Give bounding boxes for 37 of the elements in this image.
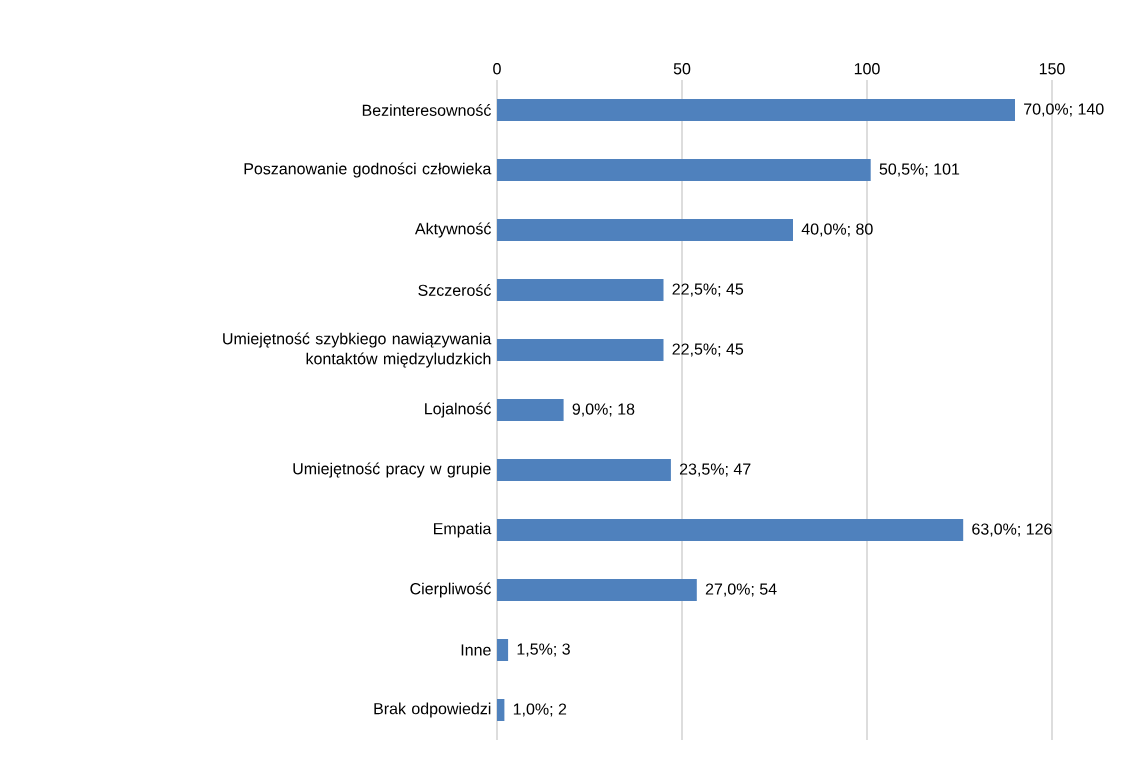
x-tick-label: 50 — [673, 63, 691, 75]
y-tick-label: Inne — [461, 644, 491, 656]
y-tick-label: Bezinteresowność — [362, 104, 491, 116]
data-label: 63,0%; 126 — [972, 523, 1052, 537]
bar — [497, 459, 671, 482]
data-label: 9,0%; 18 — [572, 403, 635, 417]
data-label: 70,0%; 140 — [1024, 103, 1104, 117]
y-tick-label: Szczerość — [418, 284, 491, 296]
bar — [497, 399, 564, 422]
y-tick-label: Empatia — [434, 522, 492, 538]
data-label: 22,5%; 45 — [672, 343, 744, 357]
bar — [497, 339, 664, 362]
bar — [497, 159, 871, 181]
bar — [497, 279, 664, 302]
bar — [497, 699, 505, 722]
data-label: 27,0%; 54 — [705, 583, 777, 597]
data-label: 23,5%; 47 — [679, 463, 751, 477]
bar — [497, 219, 793, 242]
y-tick-label: Lojalność — [425, 402, 491, 418]
bar — [497, 99, 1015, 121]
y-tick-label: Brak odpowiedzi — [374, 702, 491, 718]
data-label: 1,5%; 3 — [517, 643, 570, 657]
bar — [497, 639, 509, 662]
data-label: 22,5%; 45 — [672, 283, 744, 297]
x-tick-label: 100 — [854, 63, 880, 75]
data-label: 1,0%; 2 — [513, 703, 567, 717]
data-label: 40,0%; 80 — [801, 223, 873, 237]
data-label: 50,5%; 101 — [879, 163, 960, 177]
x-tick-label: 0 — [493, 63, 501, 75]
y-tick-label: Poszanowanie godności człowieka — [244, 162, 492, 178]
y-tick-label: Aktywność — [414, 222, 491, 238]
bar — [497, 579, 697, 602]
x-tick-label: 150 — [1039, 63, 1065, 75]
y-tick-label: Cierpliwość — [410, 582, 491, 598]
y-tick-label: Umiejętność szybkiego nawiązywania kontaktów międzyludzkich — [223, 332, 492, 368]
y-tick-label: Umiejętność pracy w grupie — [293, 462, 491, 478]
bar — [497, 519, 964, 542]
